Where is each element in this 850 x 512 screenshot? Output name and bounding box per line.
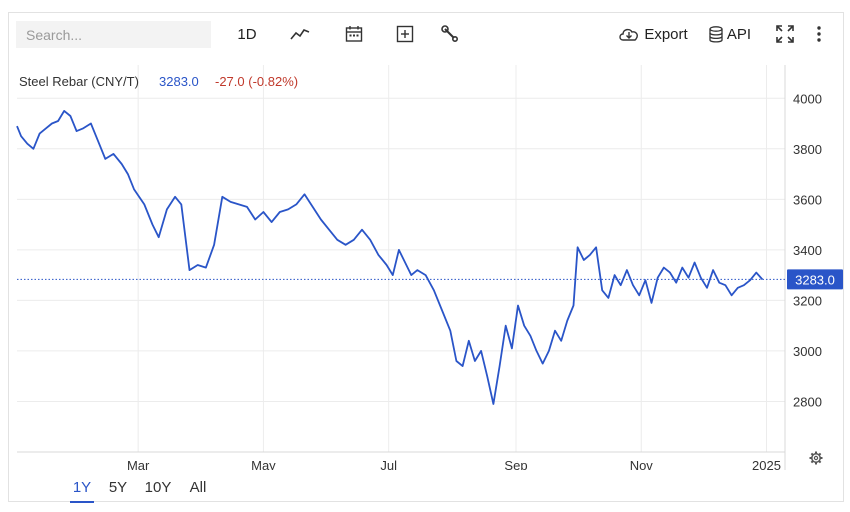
add-compare-icon[interactable] — [392, 21, 418, 47]
settings-icon[interactable] — [809, 451, 823, 465]
range-button-all[interactable]: All — [189, 479, 207, 496]
y-tick-label: 3400 — [793, 243, 822, 258]
x-tick-label: Mar — [127, 458, 150, 470]
grid-layer — [17, 65, 785, 452]
y-tick-label: 3600 — [793, 192, 822, 207]
range-button-5y[interactable]: 5Y — [108, 479, 128, 496]
cloud-download-icon[interactable] — [617, 21, 641, 47]
range-button-1y[interactable]: 1Y — [70, 479, 94, 503]
database-icon[interactable] — [707, 21, 725, 47]
y-tick-label: 4000 — [793, 91, 822, 106]
range-button-10y[interactable]: 10Y — [144, 479, 172, 496]
chart-area[interactable]: 2800 3000 3200 3400 3600 3800 4000 Mar May Jul Sep… — [9, 55, 845, 476]
calendar-icon[interactable] — [341, 21, 367, 47]
line-chart-icon[interactable] — [287, 21, 313, 47]
instrument-name: Steel Rebar (CNY/T) — [19, 74, 139, 89]
export-button[interactable]: Export — [644, 25, 688, 43]
x-tick-label: May — [251, 458, 276, 470]
y-tick-label: 3000 — [793, 344, 822, 359]
toolbar: 1D Export API — [9, 13, 845, 55]
series-layer: 3283.0 — [16, 110, 843, 405]
fullscreen-icon[interactable] — [772, 21, 798, 47]
last-value-tag — [787, 269, 843, 290]
axis-layer: 2800 3000 3200 3400 3600 3800 4000 Mar May Jul Sep… — [17, 65, 822, 476]
x-tick-label: Jul — [380, 458, 397, 470]
wrench-icon[interactable] — [437, 21, 463, 47]
current-price: 3283.0 — [159, 74, 199, 89]
y-tick-label: 2800 — [793, 394, 822, 409]
legend-layer: Steel Rebar (CNY/T) 3283.0 -27.0 (-0.82%… — [19, 74, 298, 89]
y-tick-label: 3200 — [793, 293, 822, 308]
more-vertical-icon[interactable] — [809, 21, 829, 47]
search-input[interactable] — [16, 21, 211, 48]
interval-button[interactable]: 1D — [237, 25, 257, 43]
price-change: -27.0 (-0.82%) — [215, 74, 298, 89]
series-line[interactable] — [16, 110, 764, 405]
y-tick-label: 3800 — [793, 142, 822, 157]
price-chart[interactable]: 2800 3000 3200 3400 3600 3800 4000 Mar May Jul Sep… — [9, 55, 845, 476]
last-value-label: 3283.0 — [795, 272, 835, 287]
range-selector: 1Y 5Y 10Y All — [9, 473, 845, 503]
x-tick-label: 2025 — [752, 458, 781, 470]
x-tick-label: Sep — [504, 458, 527, 470]
x-tick-label: Nov — [630, 458, 654, 470]
api-button[interactable]: API — [726, 25, 752, 43]
